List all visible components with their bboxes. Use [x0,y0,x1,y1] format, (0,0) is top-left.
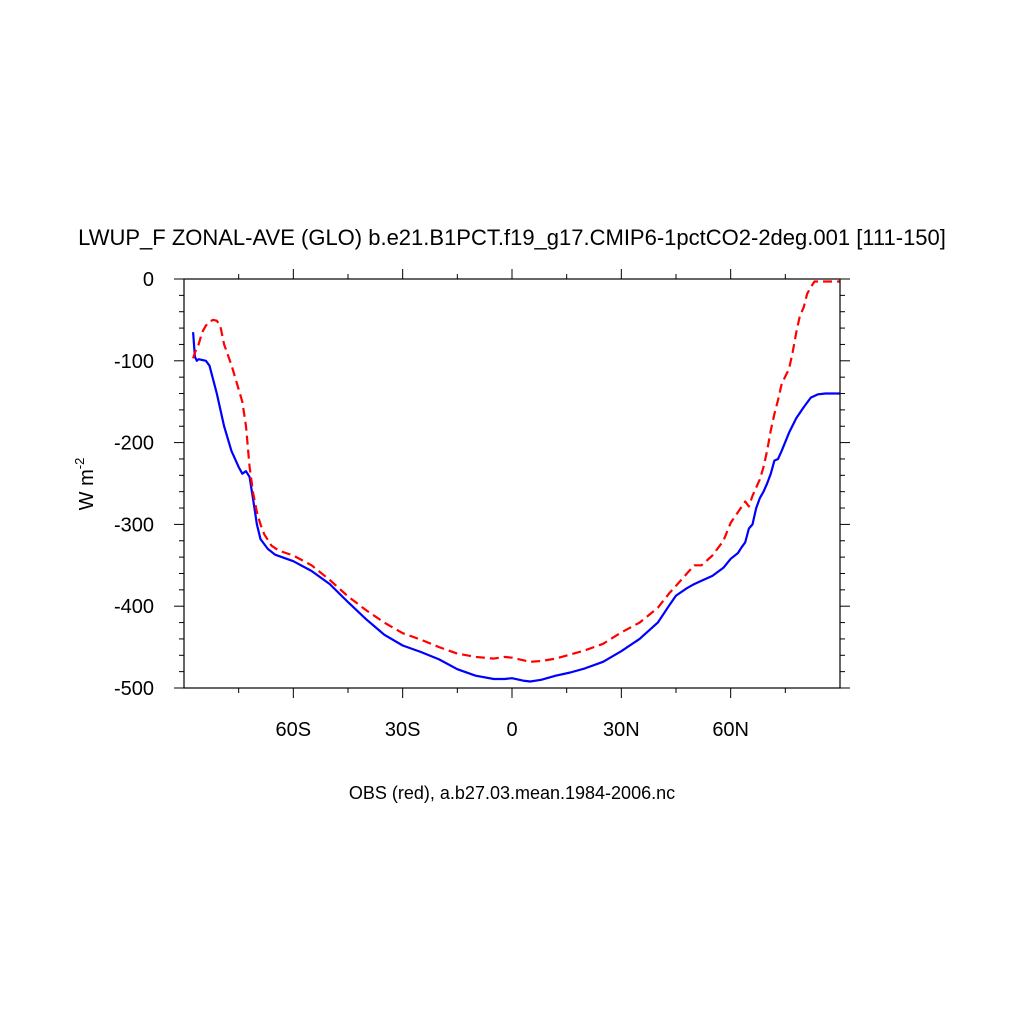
chart-title: LWUP_F ZONAL-AVE (GLO) b.e21.B1PCT.f19_g… [78,225,946,250]
y-tick-label: -500 [114,678,154,700]
x-tick-label: 60S [276,719,312,741]
x-tick-label: 30S [385,719,421,741]
x-tick-label: 0 [506,719,517,741]
x-tick-label: 30N [603,719,640,741]
series-line-solid-0 [192,332,840,683]
axis-ticks [174,269,850,698]
series-line-dashed-1 [192,280,840,663]
chart-footer-note: OBS (red), a.b27.03.mean.1984-2006.nc [349,783,675,803]
y-tick-label: -300 [114,514,154,536]
plot-frame [183,278,841,689]
y-axis-label: W m-2 [72,458,98,511]
y-axis-tick-labels: 0 -100 -200 -300 -400 -500 [114,269,154,700]
y-axis-label-exponent: -2 [72,458,87,470]
y-tick-label: 0 [143,269,154,291]
series-group [192,280,840,683]
y-tick-label: -100 [114,351,154,373]
y-tick-label: -400 [114,596,154,618]
plot-area [174,269,850,698]
x-tick-label: 60N [712,719,749,741]
x-axis-tick-labels: 60S 30S 0 30N 60N [276,719,749,741]
y-axis-label-unit: W m [76,469,98,510]
y-tick-label: -200 [114,433,154,455]
